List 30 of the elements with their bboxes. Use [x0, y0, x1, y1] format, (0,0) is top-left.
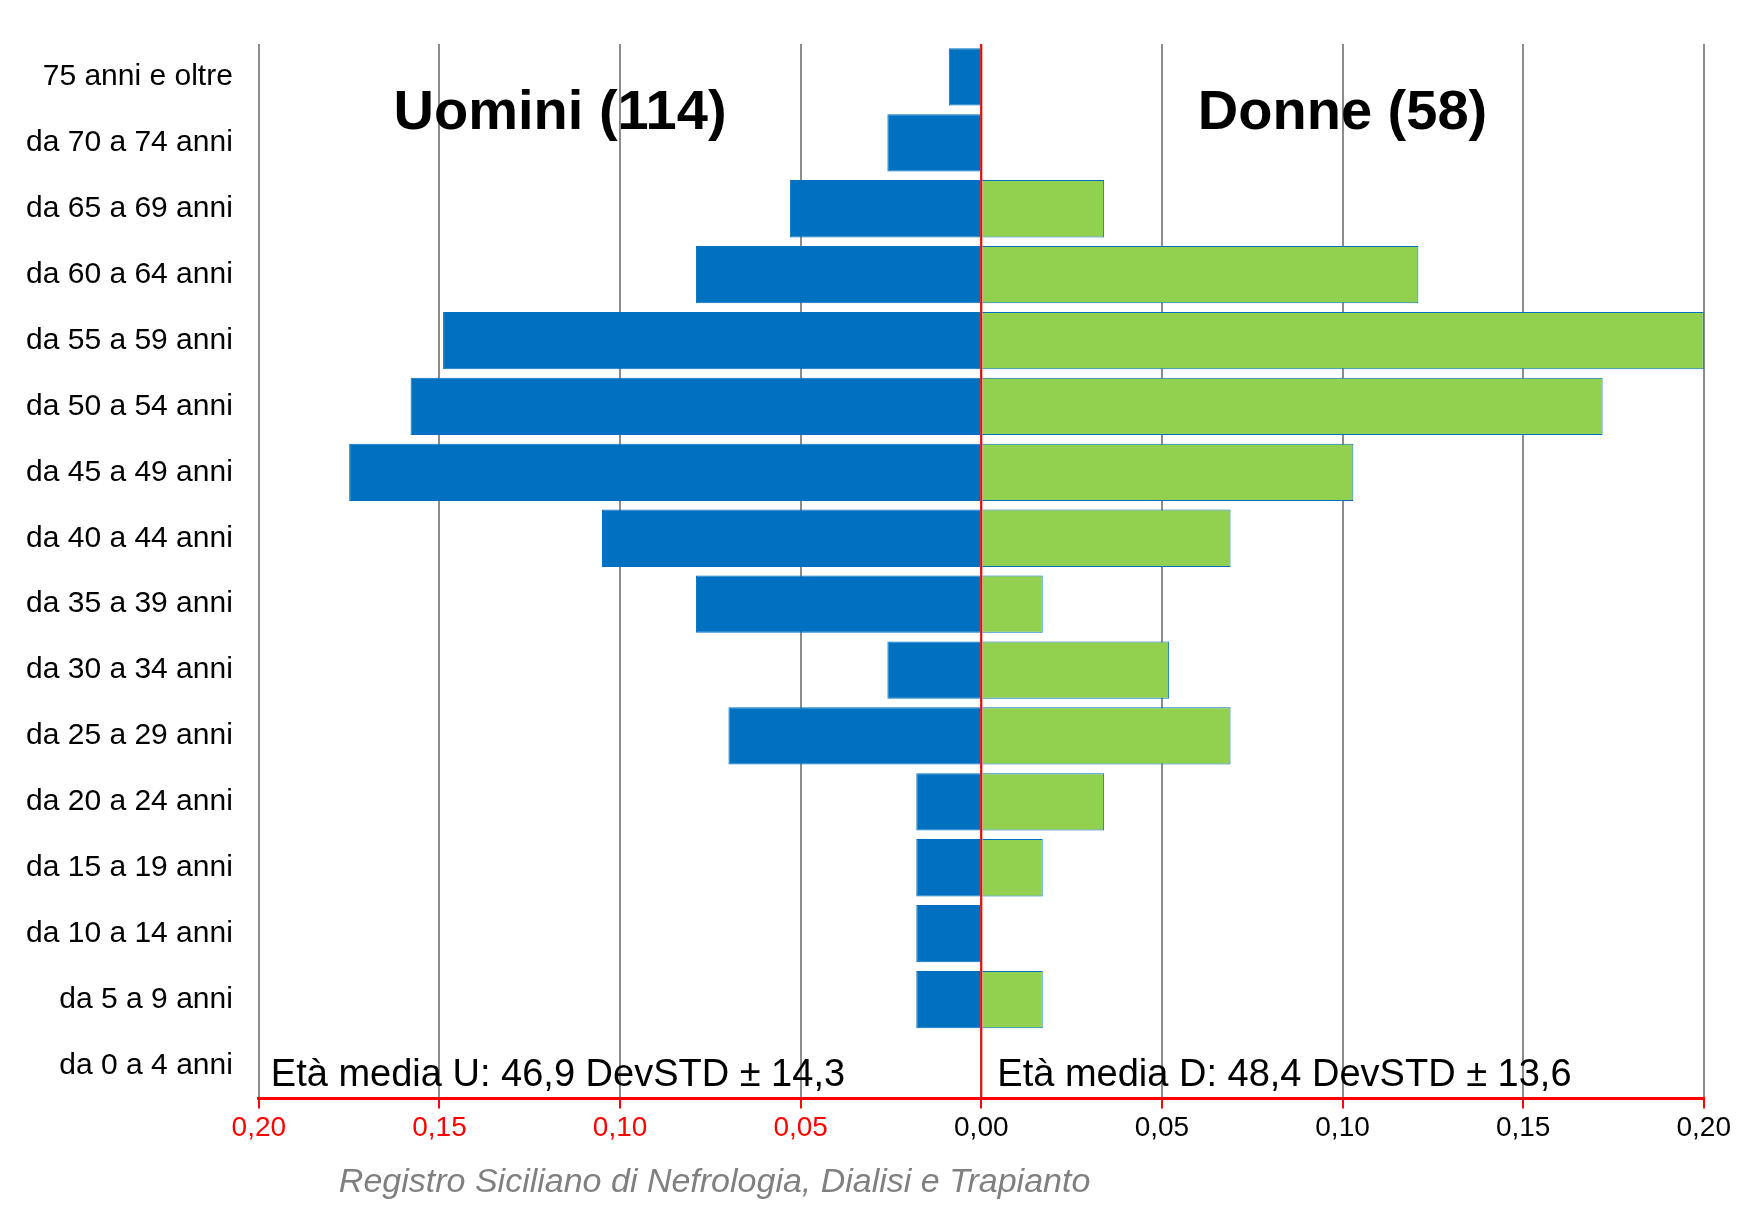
y-tick-label: da 30 a 34 anni — [25, 651, 233, 685]
annotation: Età media D: 48,4 DevSTD ± 13,6 — [997, 1051, 1572, 1094]
x-tick-label: 0,15 — [412, 1110, 467, 1142]
y-tick-label: da 35 a 39 anni — [25, 585, 233, 619]
x-tick-label: 0,10 — [592, 1110, 648, 1142]
x-tick-label: 0,00 — [954, 1110, 1009, 1142]
y-tick-label: da 60 a 64 anni — [25, 255, 233, 289]
y-tick-label: da 45 a 49 anni — [25, 453, 233, 487]
y-tick-label: da 65 a 69 anni — [25, 190, 233, 224]
text: Registro Siciliano di Nefrologia, Dialisi e Trapianto — [338, 1161, 1091, 1200]
y-tick-label: da 55 a 59 anni — [25, 321, 233, 355]
series-label: Uomini (114) — [393, 78, 727, 142]
y-tick-label: da 10 a 14 anni — [25, 914, 233, 948]
y-tick-label: da 15 a 19 anni — [25, 849, 233, 883]
x-tick-label: 0,15 — [1495, 1110, 1551, 1142]
x-tick-label: 0,05 — [1134, 1110, 1190, 1142]
y-tick-label: da 40 a 44 anni — [25, 519, 233, 553]
y-tick-label: da 70 a 74 anni — [25, 124, 233, 158]
annotation: Età media U: 46,9 DevSTD ± 14,3 — [270, 1051, 846, 1094]
x-tick-label: 0,20 — [1676, 1110, 1731, 1142]
y-tick-label: da 50 a 54 anni — [25, 387, 233, 421]
series-label: Donne (58) — [1197, 78, 1488, 142]
y-tick-label: da 25 a 29 anni — [25, 717, 233, 751]
y-tick-label: da 0 a 4 anni — [59, 1046, 233, 1080]
y-tick-label: da 5 a 9 anni — [59, 980, 233, 1014]
x-tick-label: 0,05 — [773, 1110, 828, 1142]
x-tick-label: 0,20 — [231, 1110, 287, 1142]
x-tick-label: 0,10 — [1315, 1110, 1370, 1142]
y-tick-label: da 20 a 24 anni — [25, 783, 233, 817]
y-tick-label: 75 anni e oltre — [42, 58, 233, 92]
